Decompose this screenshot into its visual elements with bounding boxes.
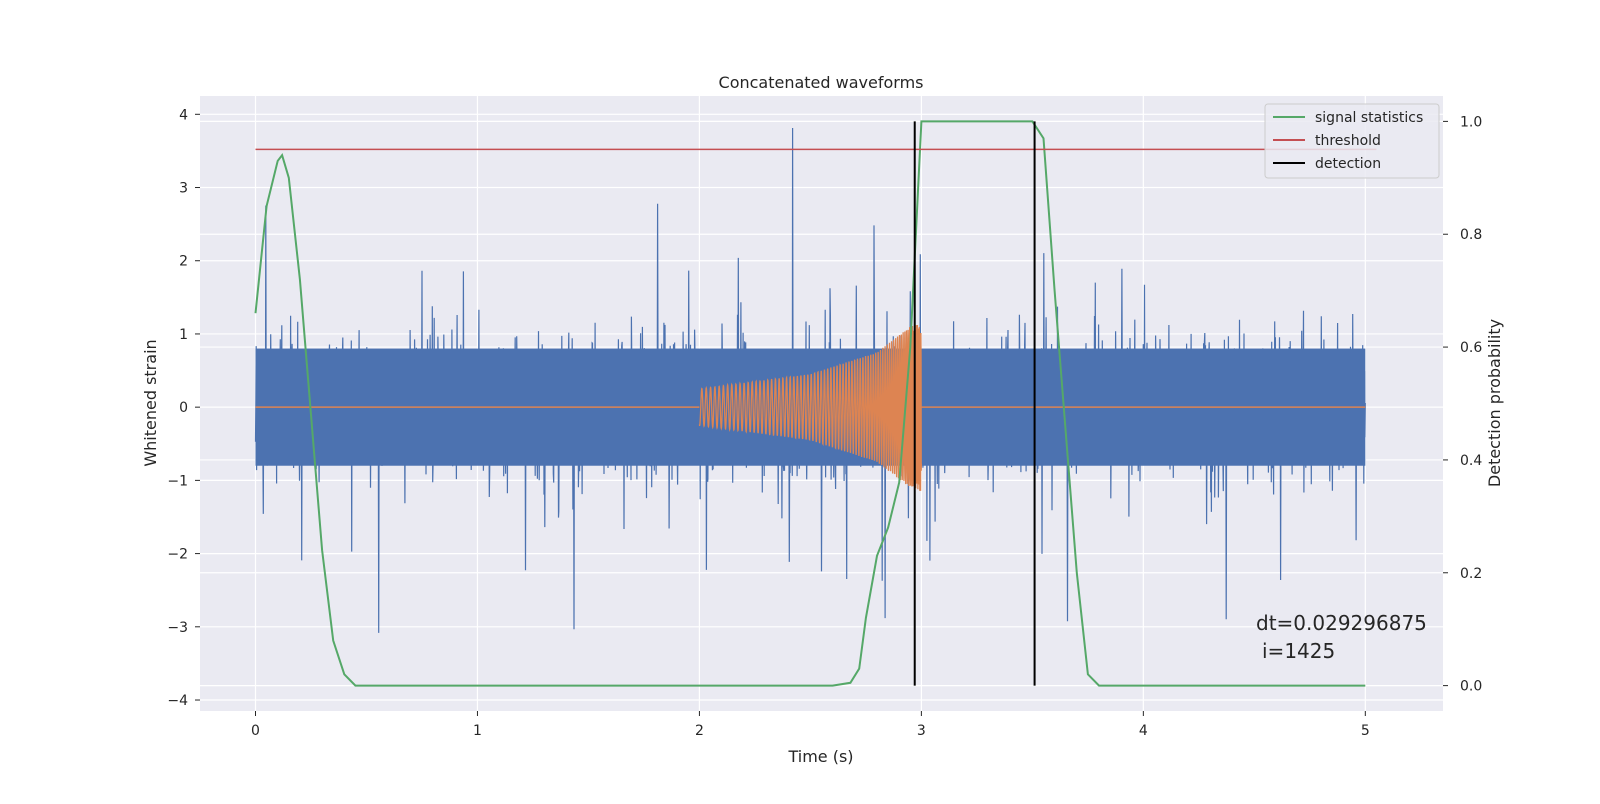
y-right-tick-label: 0.8 <box>1460 227 1482 243</box>
y-tick-label: −4 <box>167 693 188 709</box>
y-tick-label: 4 <box>179 107 188 123</box>
annotation-dt: dt=0.029296875 <box>1256 611 1427 635</box>
x-tick-label: 3 <box>917 723 926 739</box>
y-right-tick-label: 0.6 <box>1460 340 1482 356</box>
y-right-tick-label: 1.0 <box>1460 114 1482 130</box>
x-tick-label: 5 <box>1361 723 1370 739</box>
annotation-index: i=1425 <box>1262 639 1335 663</box>
legend-label: detection <box>1315 156 1381 172</box>
chirp-waveform-line <box>698 324 923 491</box>
y-tick-label: 1 <box>179 327 188 343</box>
axes: 0 1 2 3 4 5 −4 −3 −2 −1 0 1 2 3 4 0.0 0.2 0.4 0.6 0.8 1.0 <box>167 107 1482 739</box>
legend-label: threshold <box>1315 133 1381 149</box>
y-axis-label: Whitened strain <box>141 339 160 466</box>
signal-statistics-line <box>254 120 1366 687</box>
x-tick-label: 4 <box>1139 723 1148 739</box>
x-tick-label: 1 <box>473 723 482 739</box>
y-tick-label: 3 <box>179 181 188 197</box>
y-tick-label: 2 <box>179 254 188 270</box>
y-right-tick-label: 0.4 <box>1460 453 1482 469</box>
x-tick-label: 2 <box>695 723 704 739</box>
x-tick-label: 0 <box>251 723 260 739</box>
plot-data <box>254 120 1377 687</box>
y-axis-right-label: Detection probability <box>1485 319 1504 487</box>
chart-title: Concatenated waveforms <box>719 73 924 92</box>
legend-label: signal statistics <box>1315 110 1423 126</box>
legend: signal statistics threshold detection <box>1264 103 1440 179</box>
y-tick-label: −3 <box>167 620 188 636</box>
x-axis-label: Time (s) <box>787 747 853 766</box>
y-tick-label: 0 <box>179 400 188 416</box>
y-tick-label: −1 <box>167 473 188 489</box>
y-right-tick-label: 0.0 <box>1460 679 1482 695</box>
y-right-tick-label: 0.2 <box>1460 566 1482 582</box>
legend-box <box>1264 103 1440 179</box>
y-tick-label: −2 <box>167 547 188 563</box>
